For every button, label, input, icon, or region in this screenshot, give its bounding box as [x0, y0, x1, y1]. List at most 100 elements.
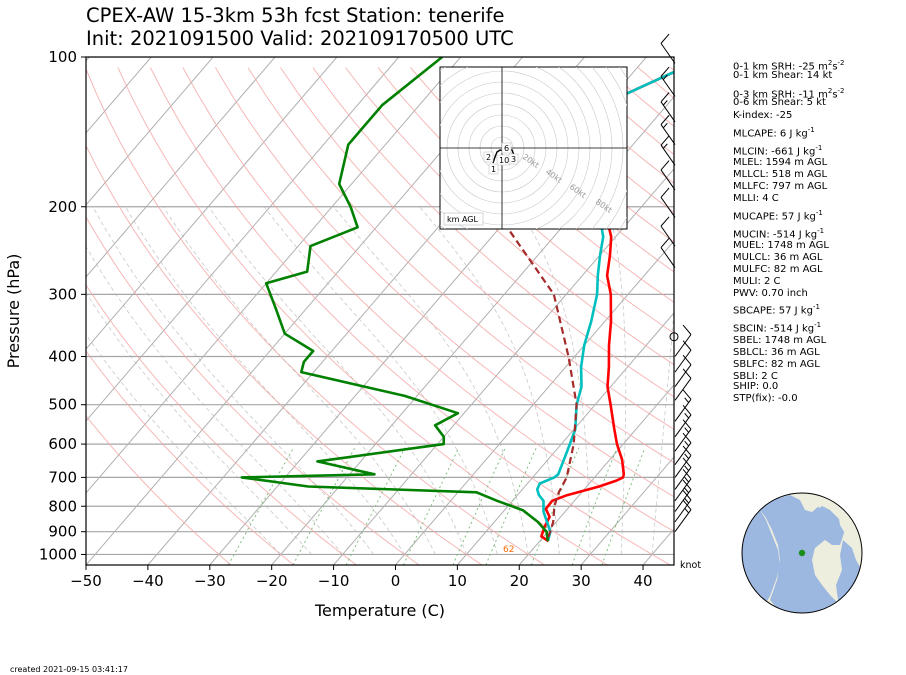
mixing-ratio-line — [403, 447, 460, 565]
wind-barb — [674, 404, 692, 438]
stability-index: MLEL: 1594 m AGL — [733, 157, 828, 168]
wind-barb — [674, 368, 692, 401]
wind-barb — [660, 114, 676, 145]
dry-adiabat-line — [410, 67, 674, 303]
isotherm-line — [456, 312, 674, 565]
x-tick-label: 0 — [391, 572, 401, 590]
stability-index: SBLFC: 82 m AGL — [733, 359, 820, 370]
dry-adiabat-line — [86, 284, 357, 565]
dry-adiabat-line — [86, 144, 483, 565]
moist-adiabat-line — [333, 206, 529, 555]
stability-index: K-index: -25 — [733, 110, 793, 121]
wind-barb — [674, 419, 692, 452]
dewpoint-profile — [240, 57, 550, 542]
x-tick-label: 30 — [572, 572, 591, 590]
wind-barb — [660, 237, 676, 268]
dry-adiabat-line — [86, 216, 420, 565]
mixing-ratio-line — [485, 447, 537, 565]
dry-adiabat-line — [214, 67, 674, 498]
wind-barbs — [660, 33, 692, 532]
y-tick-label: 1000 — [39, 545, 77, 563]
isotherm-line — [271, 96, 674, 565]
moist-adiabat-line — [86, 333, 281, 555]
isotherm-line — [86, 57, 400, 422]
dry-adiabat-line — [182, 67, 674, 533]
stability-index: SBLCL: 36 m AGL — [733, 347, 820, 358]
svg-text:10: 10 — [499, 156, 509, 165]
y-tick-label: 900 — [48, 523, 77, 541]
moist-adiabat-line — [163, 206, 436, 555]
dry-adiabat-line — [86, 67, 545, 565]
dry-adiabat-line — [345, 67, 674, 366]
stability-index: MUEL: 1748 m AGL — [733, 240, 829, 251]
surface-label: 62 — [503, 545, 514, 555]
dry-adiabat-line — [247, 67, 674, 464]
parcel-profile — [491, 105, 578, 542]
stability-index: PWV: 0.70 inch — [733, 288, 808, 299]
stability-index: MULCL: 36 m AGL — [733, 252, 823, 263]
stability-index: SHIP: 0.0 — [733, 381, 779, 392]
wind-barb — [674, 324, 692, 357]
x-tick-label: −30 — [194, 572, 226, 590]
isotherm-line — [395, 240, 674, 565]
stability-index: 0-3 km SRH: -11 m2s-2 — [733, 87, 845, 101]
wind-barb — [660, 216, 676, 247]
hodograph-height-label: 10 — [496, 154, 511, 166]
mixing-ratio-line — [227, 447, 295, 565]
stability-index: 0-6 km Shear: 5 kt — [733, 97, 826, 108]
y-tick-label: 500 — [48, 396, 77, 414]
y-tick-label: 800 — [48, 497, 77, 515]
wind-barb — [660, 33, 676, 64]
moist-adiabat-line — [419, 206, 560, 555]
y-tick-label: 200 — [48, 198, 77, 216]
x-tick-label: −40 — [132, 572, 164, 590]
svg-text:2: 2 — [486, 153, 491, 162]
stability-index: MLLCL: 518 m AGL — [733, 169, 828, 180]
stability-index: 0-1 km Shear: 14 kt — [733, 70, 833, 81]
x-tick-label: 40 — [634, 572, 653, 590]
wind-unit-label: knot — [680, 560, 702, 571]
y-tick-label: 600 — [48, 435, 77, 453]
stability-index: MLLFC: 797 m AGL — [733, 181, 828, 192]
y-axis-label: Pressure (hPa) — [4, 254, 23, 369]
hodograph-height-label: 1 — [488, 163, 499, 175]
svg-text:6: 6 — [504, 144, 509, 153]
dry-adiabat-line — [117, 67, 608, 565]
moist-adiabat-line — [607, 206, 627, 555]
stability-index: STP(fix): -0.0 — [733, 393, 798, 404]
x-axis-label: Temperature (C) — [314, 601, 445, 620]
moist-adiabat-line — [125, 206, 405, 555]
mixing-ratio-line — [345, 447, 406, 565]
hodograph-height-label: 3 — [508, 153, 519, 165]
stability-index: SBLI: 2 C — [733, 371, 778, 382]
stability-index: SBCAPE: 57 J kg-1 — [733, 303, 820, 317]
wind-barb — [674, 354, 692, 387]
stability-index: MUCAPE: 57 J kg-1 — [733, 209, 823, 223]
wind-barb — [674, 389, 692, 422]
wind-barb — [660, 187, 676, 218]
x-tick-label: −50 — [70, 572, 102, 590]
plot-frame — [85, 56, 675, 566]
wind-barb — [660, 92, 676, 123]
wind-barb — [674, 490, 692, 523]
hodograph-height-label: 6 — [501, 142, 512, 154]
wind-barb — [674, 445, 692, 478]
svg-text:3: 3 — [511, 155, 516, 164]
hodograph-height-label: 2 — [483, 151, 494, 163]
x-tick-label: 10 — [448, 572, 467, 590]
wind-barb — [660, 160, 676, 191]
wind-barb — [669, 332, 679, 342]
stability-index: 0-1 km SRH: -25 m2s-2 — [733, 59, 845, 73]
dry-adiabat-line — [377, 67, 674, 334]
isotherm-line — [86, 57, 214, 206]
y-tick-label: 400 — [48, 348, 77, 366]
isotherm-line — [86, 57, 462, 494]
dry-adiabat-line — [86, 415, 232, 565]
dry-adiabat-line — [312, 67, 674, 398]
dry-adiabat-line — [279, 67, 674, 430]
x-tick-label: −10 — [318, 572, 350, 590]
stability-index: MLLI: 4 C — [733, 193, 779, 204]
wind-barb — [674, 499, 692, 532]
